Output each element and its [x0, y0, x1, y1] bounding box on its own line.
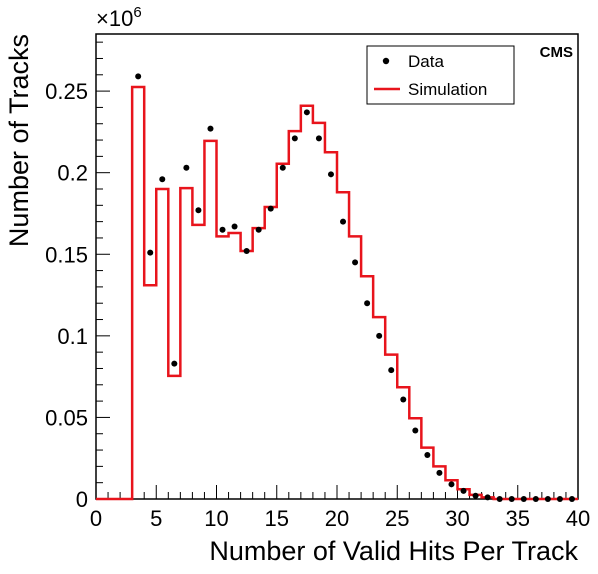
data-point — [243, 248, 250, 254]
data-point — [472, 492, 479, 499]
data-point — [159, 176, 166, 183]
data-point — [364, 300, 371, 307]
experiment-label: CMS — [540, 44, 573, 61]
data-point — [135, 73, 142, 80]
data-point — [412, 427, 419, 434]
x-tick-label: 30 — [445, 506, 469, 531]
data-point — [255, 226, 262, 233]
y-axis-title: Number of Tracks — [4, 34, 34, 247]
data-point — [183, 164, 190, 171]
data-point — [291, 135, 298, 142]
data-point — [195, 207, 202, 214]
x-tick-label: 35 — [506, 506, 530, 531]
data-point — [400, 396, 407, 403]
y-tick-label: 0.05 — [45, 405, 88, 430]
data-point — [496, 496, 503, 502]
x-tick-label: 25 — [385, 506, 409, 531]
x-axis-ticks: 0 5 10 15 20 25 30 35 40 — [90, 485, 590, 531]
x-axis-title: Number of Valid Hits Per Track — [209, 536, 578, 566]
x-tick-label: 5 — [150, 506, 162, 531]
y-tick-label: 0 — [76, 487, 88, 512]
data-point — [303, 109, 310, 116]
data-point — [556, 496, 563, 502]
data-point — [544, 496, 551, 502]
data-series — [135, 73, 575, 502]
data-point — [327, 171, 334, 178]
data-point — [352, 259, 359, 266]
legend-box — [366, 45, 515, 105]
data-point — [388, 367, 395, 374]
data-point — [520, 496, 527, 502]
data-point — [436, 469, 443, 476]
data-point — [267, 205, 274, 212]
data-point — [376, 332, 383, 339]
data-point — [424, 451, 431, 458]
data-point — [568, 496, 575, 502]
x-tick-label: 0 — [90, 506, 102, 531]
y-tick-label: 0.25 — [45, 79, 88, 104]
data-point — [279, 164, 286, 171]
x-tick-label: 40 — [566, 506, 590, 531]
legend-simulation-label: Simulation — [408, 80, 487, 99]
y-tick-label: 0.1 — [57, 324, 88, 349]
y-tick-label: 0.15 — [45, 242, 88, 267]
data-point — [448, 481, 455, 488]
y-axis-ticks: 0 0.05 0.1 0.15 0.2 0.25 — [45, 41, 110, 512]
data-point — [219, 226, 226, 233]
data-point — [231, 223, 238, 230]
legend-data-marker — [382, 57, 390, 65]
legend-data-label: Data — [408, 52, 444, 71]
data-point — [207, 125, 214, 132]
x-tick-label: 15 — [265, 506, 289, 531]
y-tick-label: 0.2 — [57, 161, 88, 186]
simulation-series — [96, 85, 578, 501]
data-point — [484, 494, 491, 501]
data-point — [340, 218, 347, 225]
data-point — [315, 135, 322, 142]
data-point — [171, 360, 178, 367]
data-point — [460, 487, 467, 494]
simulation-step-line — [96, 85, 578, 501]
data-point — [532, 496, 539, 502]
legend: Data Simulation — [366, 45, 515, 105]
y-multiplier-label: ×106 — [96, 4, 142, 31]
data-point — [147, 249, 154, 256]
x-tick-label: 20 — [325, 506, 349, 531]
data-point — [508, 496, 515, 502]
x-tick-label: 10 — [204, 506, 228, 531]
